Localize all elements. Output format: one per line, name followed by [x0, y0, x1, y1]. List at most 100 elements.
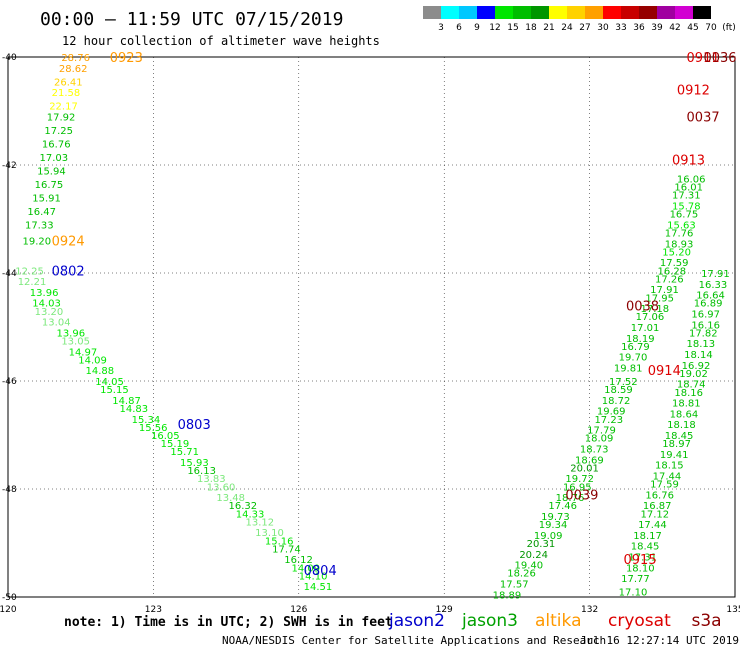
wave-height-point: 28.76 [61, 53, 90, 64]
wave-height-point: 17.18 [640, 304, 669, 315]
color-scale-label: (ft) [722, 23, 736, 33]
wave-height-point: 13.20 [35, 307, 64, 318]
wave-height-point: 15.94 [37, 166, 66, 177]
wave-height-point: 16.64 [696, 291, 725, 302]
wave-height-point: 18.10 [626, 563, 655, 574]
wave-height-point: 16.13 [187, 466, 216, 477]
wave-height-point: 15.34 [132, 415, 161, 426]
wave-height-point: 18.97 [662, 439, 691, 450]
wave-height-point: 13.12 [245, 517, 274, 528]
wave-height-point: 12.25 [15, 266, 44, 277]
wave-height-point: 13.48 [216, 493, 245, 504]
pass-time-label: 0037 [687, 110, 720, 125]
wave-height-point: 13.05 [61, 337, 90, 348]
color-scale-label: 15 [507, 23, 518, 33]
color-swatch [639, 6, 657, 19]
color-swatch [621, 6, 639, 19]
pass-time-label: 0915 [624, 553, 657, 568]
wave-height-point: 17.59 [660, 258, 689, 269]
color-swatch [441, 6, 459, 19]
wave-height-point: 14.51 [304, 582, 333, 593]
color-swatch [693, 6, 711, 19]
wave-height-point: 16.06 [677, 175, 706, 186]
wave-height-point: 16.95 [563, 482, 592, 493]
wave-height-point: 15.91 [32, 193, 61, 204]
satellite-legend: jason2 jason3 altika cryosat s3a [388, 611, 722, 631]
wave-height-point: 14.09 [292, 563, 321, 574]
satellite-legend-jason2: jason2 [388, 611, 445, 631]
wave-height-point: 17.82 [689, 328, 718, 339]
wave-height-point: 19.73 [541, 512, 570, 523]
wave-height-point: 15.93 [180, 458, 209, 469]
wave-height-point: 17.26 [655, 274, 684, 285]
wave-height-point: 19.81 [614, 364, 643, 375]
color-swatch [477, 6, 495, 19]
wave-height-point: 18.93 [665, 239, 694, 250]
wave-height-point: 20.01 [570, 463, 599, 474]
wave-height-point: 19.34 [539, 520, 568, 531]
wave-height-point: 21.58 [52, 88, 81, 99]
color-swatch [513, 6, 531, 19]
wave-height-point: 16.28 [657, 266, 686, 277]
y-tick-label: -50 [2, 593, 17, 603]
satellite-legend-altika: altika [535, 611, 582, 631]
footer-credit: NOAA/NESDIS Center for Satellite Applica… [222, 634, 606, 647]
footer-note: note: 1) Time is in UTC; 2) SWH is in fe… [64, 615, 393, 630]
wave-height-point: 17.44 [638, 520, 667, 531]
satellite-legend-cryosat: cryosat [608, 611, 671, 631]
chart-title: 00:00 – 11:59 UTC 07/15/2019 [40, 9, 343, 30]
color-swatch [531, 6, 549, 19]
y-tick-label: -44 [2, 269, 17, 279]
wave-height-point: 13.04 [42, 318, 71, 329]
wave-height-point: 18.64 [670, 409, 699, 420]
wave-height-point: 14.33 [236, 509, 265, 520]
wave-height-point: 15.20 [662, 247, 691, 258]
lat-lon-grid [8, 57, 735, 597]
wave-height-point: 16.05 [151, 431, 180, 442]
color-swatch [675, 6, 693, 19]
footer-timestamp: Jul 16 12:27:14 UTC 2019 [580, 634, 739, 647]
color-scale-label: 12 [489, 23, 500, 33]
wave-height-point: 16.16 [691, 320, 720, 331]
wave-height-point: 15.19 [161, 439, 190, 450]
wave-height-point: 16.12 [284, 555, 313, 566]
wave-height-point: 17.52 [609, 377, 638, 388]
wave-height-point: 14.87 [112, 396, 141, 407]
wave-height-point: 16.01 [674, 183, 703, 194]
color-scale-legend: 3 6 9 12 15 18 21 24 27 30 33 36 39 42 45 70 (ft) [423, 6, 736, 33]
wave-height-point: 16.47 [27, 207, 56, 218]
wave-height-point: 18.17 [633, 531, 662, 542]
wave-height-point: 18.69 [575, 455, 604, 466]
color-scale-label: 27 [579, 23, 590, 33]
wave-height-point: 16.79 [621, 342, 650, 353]
wave-height-point: 15.16 [265, 536, 294, 547]
pass-time-label: 0911 [687, 51, 720, 66]
wave-height-point: 19.72 [565, 474, 594, 485]
wave-height-point: 19.02 [679, 369, 708, 380]
wave-height-point: 17.91 [650, 285, 679, 296]
wave-height-point: 15.56 [139, 423, 168, 434]
color-swatch [585, 6, 603, 19]
wave-height-point: 17.79 [587, 426, 616, 437]
pass-time-label: 0039 [565, 488, 598, 503]
wave-height-point: 28.62 [59, 64, 88, 75]
wave-height-point: 17.01 [631, 323, 660, 334]
x-tick-label: 135 [726, 605, 740, 615]
y-tick-label: -42 [2, 161, 17, 171]
wave-height-point: 18.45 [631, 542, 660, 553]
wave-height-point: 18.26 [507, 569, 536, 580]
pass-time-label: 0804 [304, 564, 337, 579]
color-swatch [495, 6, 513, 19]
color-scale-label: 3 [438, 23, 444, 33]
satellite-legend-s3a: s3a [692, 611, 722, 631]
wave-height-point: 17.74 [272, 544, 301, 555]
x-tick-label: 126 [290, 605, 307, 615]
wave-height-point: 20.31 [527, 539, 556, 550]
color-scale-label: 45 [687, 23, 698, 33]
y-tick-label: -40 [2, 53, 17, 63]
wave-height-point: 18.59 [604, 385, 633, 396]
color-scale-label: 21 [543, 23, 554, 33]
wave-height-point: 13.96 [56, 328, 85, 339]
